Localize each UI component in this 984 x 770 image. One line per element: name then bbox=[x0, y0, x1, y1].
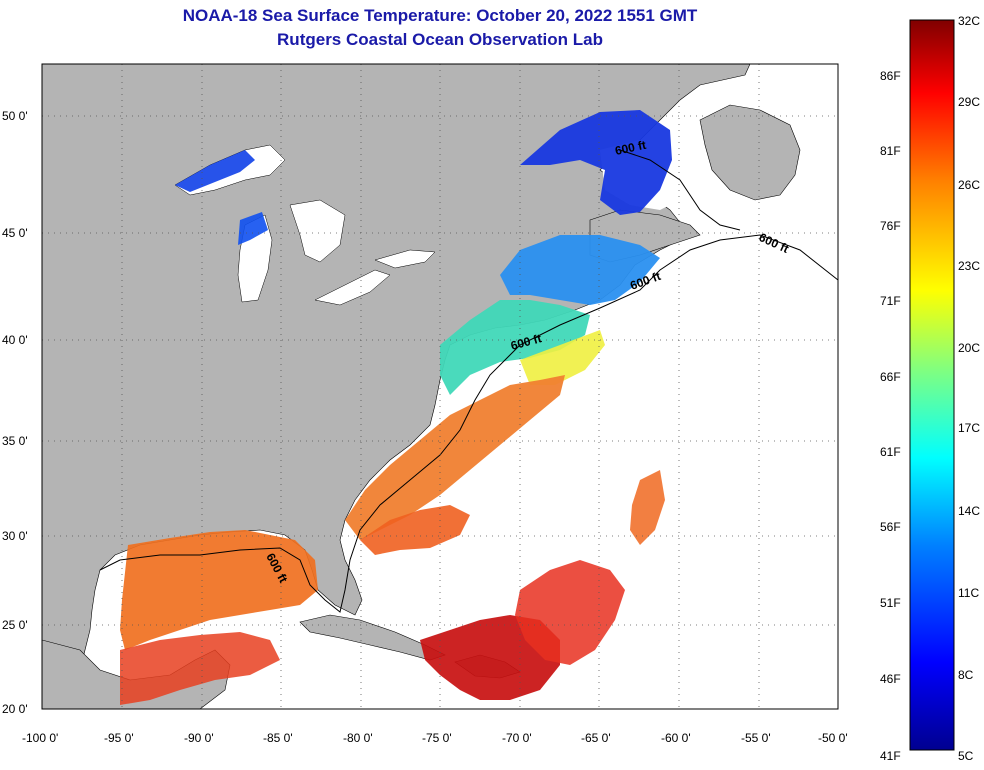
longitude-labels: -100 0' -95 0' -90 0' -85 0' -80 0' -75 … bbox=[22, 731, 848, 745]
celsius-label: 26C bbox=[958, 178, 980, 192]
lon-tick-label: -80 0' bbox=[343, 731, 373, 745]
sst-gulf-stream bbox=[345, 375, 565, 540]
celsius-label: 23C bbox=[958, 259, 980, 273]
fahrenheit-label: 71F bbox=[880, 294, 901, 308]
celsius-label: 14C bbox=[958, 504, 980, 518]
fahrenheit-label: 66F bbox=[880, 370, 901, 384]
lake-huron bbox=[289, 199, 346, 263]
lat-tick-label: 35 0' bbox=[2, 434, 28, 448]
lon-tick-label: -60 0' bbox=[661, 731, 691, 745]
lon-tick-label: -65 0' bbox=[581, 731, 611, 745]
lon-tick-label: -90 0' bbox=[184, 731, 214, 745]
latitude-labels: 20 0' 25 0' 30 0' 35 0' 40 0' 45 0' 50 0… bbox=[2, 109, 28, 716]
lon-tick-label: -70 0' bbox=[502, 731, 532, 745]
graticule bbox=[42, 64, 838, 709]
lat-tick-label: 25 0' bbox=[2, 618, 28, 632]
sst-gulf-of-maine bbox=[500, 235, 660, 305]
celsius-label: 20C bbox=[958, 341, 980, 355]
fahrenheit-label: 41F bbox=[880, 749, 901, 763]
sst-offshore-streak bbox=[630, 470, 665, 545]
celsius-label: 8C bbox=[958, 668, 974, 682]
celsius-label: 29C bbox=[958, 95, 980, 109]
lon-tick-label: -50 0' bbox=[818, 731, 848, 745]
sst-lake-superior bbox=[175, 150, 255, 192]
sst-mid-atlantic-shelf bbox=[440, 300, 590, 395]
title-line-2: Rutgers Coastal Ocean Observation Lab bbox=[277, 30, 603, 49]
lat-tick-label: 30 0' bbox=[2, 529, 28, 543]
lat-tick-label: 40 0' bbox=[2, 333, 28, 347]
sst-gulf-south bbox=[120, 632, 280, 705]
sst-gulf-of-mexico bbox=[120, 530, 318, 650]
map-frame bbox=[41, 63, 839, 710]
fahrenheit-label: 76F bbox=[880, 219, 901, 233]
fahrenheit-label: 46F bbox=[880, 672, 901, 686]
sst-lake-michigan bbox=[238, 212, 268, 245]
lat-tick-label: 50 0' bbox=[2, 109, 28, 123]
colorbar-celsius-labels: 32C 29C 26C 23C 20C 17C 14C 11C 8C 5C bbox=[958, 14, 980, 763]
sst-sargasso bbox=[515, 560, 625, 665]
celsius-label: 17C bbox=[958, 421, 980, 435]
contour-label: 600 ft bbox=[614, 138, 648, 158]
lat-tick-label: 45 0' bbox=[2, 226, 28, 240]
depth-contour-600ft-north bbox=[619, 149, 741, 231]
fahrenheit-label: 51F bbox=[880, 596, 901, 610]
fahrenheit-label: 86F bbox=[880, 69, 901, 83]
celsius-label: 32C bbox=[958, 14, 980, 28]
fahrenheit-label: 81F bbox=[880, 144, 901, 158]
sst-south-atlantic bbox=[360, 505, 470, 555]
lake-erie bbox=[314, 269, 391, 306]
sst-mid-atlantic-warm bbox=[520, 330, 605, 385]
lon-tick-label: -85 0' bbox=[263, 731, 293, 745]
fahrenheit-label: 56F bbox=[880, 520, 901, 534]
lon-tick-label: -75 0' bbox=[422, 731, 452, 745]
lon-tick-label: -95 0' bbox=[104, 731, 134, 745]
colorbar-fahrenheit-labels: 86F 81F 76F 71F 66F 61F 56F 51F 46F 41F bbox=[880, 69, 901, 763]
colorbar bbox=[909, 19, 955, 751]
lat-tick-label: 20 0' bbox=[2, 702, 28, 716]
sst-st-lawrence bbox=[520, 110, 672, 215]
depth-contour-600ft bbox=[99, 234, 838, 613]
celsius-label: 5C bbox=[958, 749, 974, 763]
title-line-1: NOAA-18 Sea Surface Temperature: October… bbox=[182, 6, 698, 25]
land-newfoundland bbox=[699, 104, 801, 201]
celsius-label: 11C bbox=[958, 586, 979, 600]
lake-ontario bbox=[374, 249, 436, 269]
lon-tick-label: -55 0' bbox=[741, 731, 771, 745]
fahrenheit-label: 61F bbox=[880, 445, 901, 459]
lon-tick-label: -100 0' bbox=[22, 731, 58, 745]
